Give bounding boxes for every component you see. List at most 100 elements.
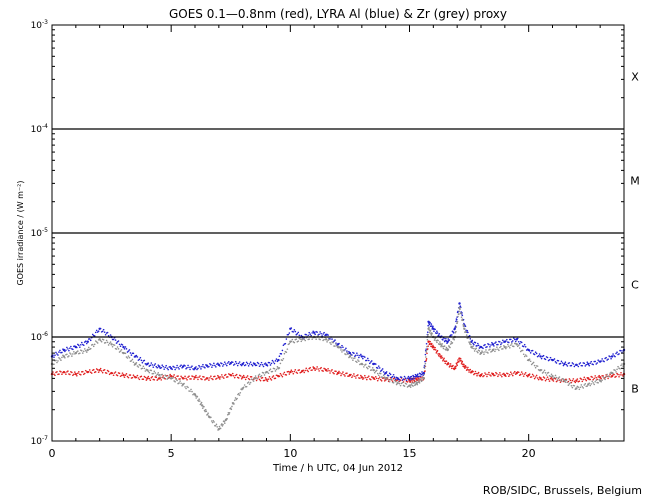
data-sample: [213, 421, 215, 423]
data-sample: [123, 348, 126, 350]
data-sample: [126, 375, 129, 378]
data-sample: [76, 346, 78, 349]
data-point: [158, 373, 161, 377]
data-sample: [428, 323, 431, 326]
data-sample: [518, 347, 521, 349]
data-sample: [373, 371, 376, 374]
data-sample: [117, 340, 120, 342]
data-sample: [311, 332, 313, 334]
x-tick-label: 5: [168, 447, 175, 460]
data-sample: [387, 379, 390, 381]
data-sample: [379, 378, 382, 381]
data-sample: [559, 381, 562, 383]
data-sample: [427, 324, 429, 327]
data-point: [515, 343, 518, 346]
data-sample: [231, 405, 233, 408]
data-sample: [376, 367, 379, 369]
data-sample: [448, 339, 451, 341]
data-sample: [441, 356, 444, 359]
data-sample: [412, 385, 414, 387]
data-sample: [411, 382, 413, 384]
data-sample: [230, 374, 233, 377]
data-sample: [151, 375, 154, 378]
data-point: [503, 345, 507, 349]
data-sample: [592, 363, 595, 366]
data-sample: [555, 376, 558, 379]
flare-class-labels: X M C B: [630, 70, 640, 395]
data-sample: [484, 343, 486, 346]
data-sample: [464, 325, 467, 328]
data-sample: [436, 330, 438, 333]
data-sample: [622, 365, 624, 367]
data-sample: [528, 373, 531, 375]
data-sample: [234, 397, 237, 399]
data-sample: [466, 368, 469, 370]
data-sample: [586, 361, 589, 364]
data-sample: [72, 374, 74, 377]
data-point: [598, 376, 602, 379]
data-sample: [269, 377, 272, 380]
data-sample: [457, 313, 460, 316]
data-sample: [196, 395, 199, 398]
data-sample: [266, 371, 269, 373]
data-sample: [557, 377, 560, 379]
data-sample: [581, 380, 584, 383]
data-sample: [411, 377, 414, 380]
data-sample: [455, 363, 458, 365]
data-sample: [52, 371, 54, 373]
data-sample: [259, 363, 262, 366]
data-sample: [323, 331, 325, 334]
data-sample: [534, 376, 537, 378]
data-sample: [270, 362, 273, 365]
data-sample: [426, 352, 428, 355]
data-sample: [78, 371, 80, 373]
x-tick-label: 10: [283, 447, 297, 460]
data-sample: [477, 351, 479, 354]
data-sample: [217, 362, 219, 365]
data-sample: [159, 376, 162, 378]
data-sample: [455, 365, 457, 368]
data-sample: [498, 349, 500, 352]
data-sample: [440, 344, 443, 347]
data-sample: [186, 379, 188, 381]
data-sample: [84, 349, 87, 352]
data-sample: [69, 347, 71, 349]
data-sample: [168, 375, 170, 377]
data-sample: [284, 342, 287, 345]
data-sample: [433, 339, 436, 341]
data-sample: [413, 377, 416, 380]
data-point: [396, 381, 399, 385]
data-sample: [516, 337, 519, 340]
data-sample: [394, 380, 397, 383]
y-tick-label: 10-3: [31, 19, 49, 31]
data-sample: [187, 364, 189, 367]
data-sample: [517, 340, 520, 343]
data-sample: [393, 379, 396, 382]
data-sample: [476, 344, 478, 347]
data-sample: [455, 318, 458, 321]
data-sample: [565, 363, 568, 366]
data-sample: [525, 374, 528, 377]
data-sample: [126, 351, 129, 353]
data-point: [336, 371, 340, 375]
data-sample: [280, 353, 283, 355]
data-sample: [437, 353, 439, 355]
data-sample: [584, 365, 587, 367]
data-sample: [221, 423, 223, 425]
data-sample: [92, 345, 95, 348]
data-sample: [229, 407, 232, 409]
data-sample: [460, 316, 463, 318]
data-sample: [309, 366, 311, 369]
data-sample: [477, 342, 479, 345]
data-sample: [311, 338, 313, 340]
data-sample: [414, 383, 417, 386]
data-sample: [546, 376, 549, 378]
data-sample: [155, 374, 158, 377]
data-sample: [364, 356, 366, 358]
data-sample: [295, 338, 298, 340]
data-point: [200, 404, 204, 407]
data-sample: [556, 379, 559, 381]
data-sample: [426, 345, 428, 348]
data-sample: [147, 375, 150, 378]
data-sample: [597, 376, 599, 378]
